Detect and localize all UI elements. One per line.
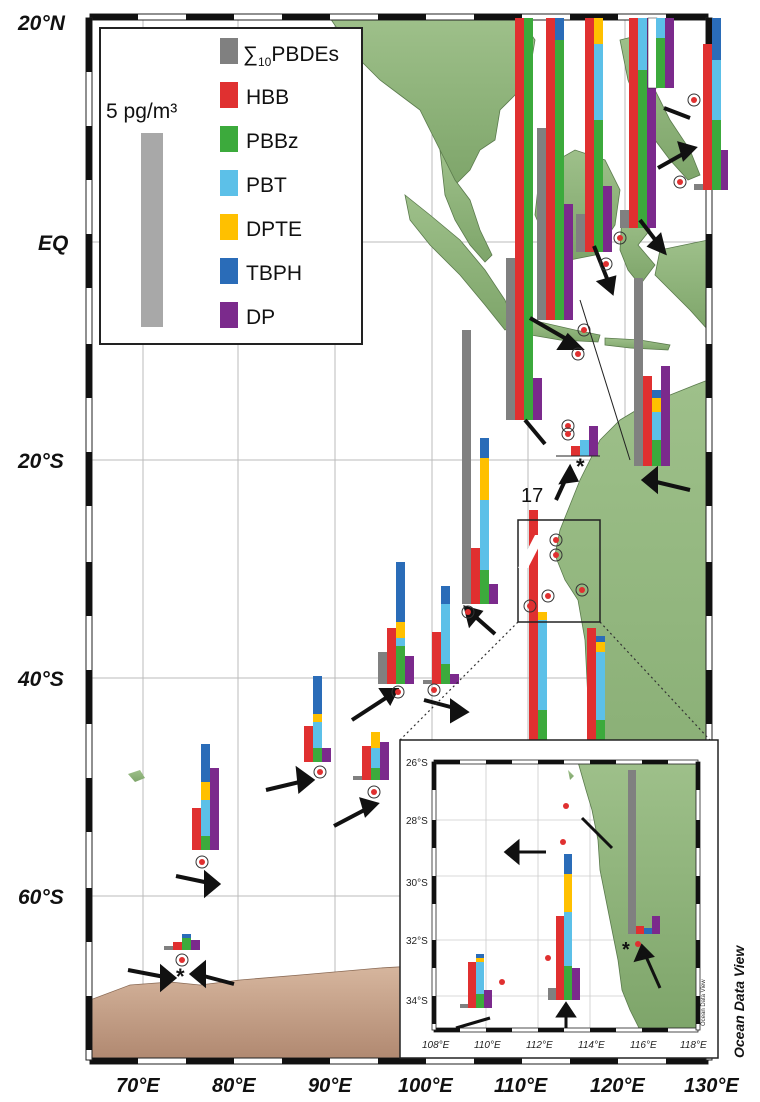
malay-peninsula: [439, 149, 493, 263]
bar-group-75e: [192, 744, 219, 850]
bar-group-top-5: [647, 17, 674, 89]
inset-connector-right: [599, 621, 711, 741]
lon-label-110e: 110°E: [494, 1075, 548, 1097]
inset-lon-114e: 114°E: [578, 1040, 605, 1051]
inset-lon-116e: 116°E: [630, 1040, 657, 1051]
inset-lon-108e: 108°E: [422, 1040, 450, 1051]
bar-group-top-3: [576, 18, 612, 252]
legend-label-tbph: TBPH: [246, 262, 302, 285]
inset-bar-group-3: [628, 770, 660, 934]
bar-group-100e: [423, 586, 459, 684]
legend: 5 pg/m³ ∑10PBDEs HBB PBBz PBT DPTE TBPH …: [99, 27, 363, 345]
lon-label-90e: 90°E: [308, 1075, 352, 1097]
lat-label-40s: 40°S: [17, 668, 64, 691]
legend-label-pbt: PBT: [246, 174, 287, 197]
bar-group-90e: [304, 676, 331, 762]
legend-swatch-dpte: [220, 214, 238, 240]
legend-label-pbbz: PBBz: [246, 130, 299, 153]
legend-swatch-dp: [220, 302, 238, 328]
bar-groups: [164, 17, 728, 950]
legend-label-dp: DP: [246, 306, 275, 329]
inset-lat-30s: 30°S: [406, 878, 428, 889]
lon-label-80e: 80°E: [212, 1075, 256, 1097]
bar-group-top-4: [620, 18, 656, 228]
asterisk-marker-2: *: [176, 964, 185, 989]
legend-swatch-pbbz: [220, 126, 238, 152]
lon-label-130e: 130°E: [684, 1075, 739, 1097]
asterisk-marker-1: *: [576, 454, 585, 479]
cutout-marker: [518, 535, 545, 568]
lon-label-70e: 70°E: [116, 1075, 160, 1097]
connector-line: [579, 299, 631, 461]
new-guinea: [654, 239, 708, 331]
inset-bar-group-2: [548, 854, 580, 1000]
kerguelen-island: [128, 770, 145, 782]
bar-group-95e-south: [353, 732, 389, 780]
legend-scale-bar: [141, 133, 163, 327]
legend-label-dpte: DPTE: [246, 218, 302, 241]
inset-lat-26s: 26°S: [406, 758, 428, 769]
bar-group-small-asterisk: [556, 426, 600, 457]
latitude-labels: 20°N EQ 20°S 40°S 60°S: [17, 12, 68, 909]
inset-lon-110e: 110°E: [474, 1040, 501, 1051]
inset-lon-112e: 112°E: [526, 1040, 553, 1051]
inset-bar-group-1: [460, 954, 492, 1008]
inset-watermark: Ocean Data View: [701, 979, 707, 1026]
bar-group-top-2: [537, 18, 573, 320]
legend-label-pbdes: ∑10PBDEs: [243, 43, 339, 69]
inset-lat-32s: 32°S: [406, 936, 428, 947]
inset-lat-34s: 34°S: [406, 996, 428, 1007]
inset-sampling-sites: [499, 803, 641, 985]
inset-coast-landmass: [577, 762, 698, 1030]
bar-group-96e: [378, 562, 414, 684]
lat-label-20s: 20°S: [17, 450, 64, 473]
bar-group-australia-nw: [634, 278, 670, 466]
lon-label-100e: 100°E: [398, 1075, 453, 1097]
bar-group-top-6: [694, 18, 728, 190]
legend-label-hbb: HBB: [246, 86, 289, 109]
inset-map: 26°S 28°S 30°S 32°S 34°S 108°E 110°E 112…: [399, 739, 719, 1059]
sampling-sites: [175, 93, 701, 967]
inset-island: [568, 770, 574, 780]
bar-group-antarctic: [164, 934, 200, 950]
inset-locator-box: [517, 519, 601, 623]
legend-swatch-pbdes: [220, 38, 238, 64]
bar-group-105e: [462, 330, 498, 604]
inset-asterisk-marker: *: [622, 939, 630, 961]
lat-label-eq: EQ: [38, 232, 68, 255]
legend-scale-label: 5 pg/m³: [106, 100, 177, 123]
legend-swatch-pbt: [220, 170, 238, 196]
ocean-data-view-watermark: Ocean Data View: [731, 945, 747, 1058]
inset-frame-ticks: [431, 759, 701, 1033]
bar-group-top-1: [506, 18, 542, 420]
site-label-17: 17: [521, 485, 543, 507]
frame-ticks: [85, 13, 713, 1065]
inset-lat-28s: 28°S: [406, 816, 428, 827]
inset-wind-arrows: [455, 816, 662, 1030]
legend-swatch-tbph: [220, 258, 238, 284]
lon-label-120e: 120°E: [590, 1075, 645, 1097]
lat-label-60s: 60°S: [18, 886, 64, 909]
legend-swatch-hbb: [220, 82, 238, 108]
longitude-labels: 70°E 80°E 90°E 100°E 110°E 120°E 130°E: [116, 1075, 739, 1097]
inset-lon-118e: 118°E: [680, 1040, 707, 1051]
lat-label-20n: 20°N: [17, 12, 66, 35]
